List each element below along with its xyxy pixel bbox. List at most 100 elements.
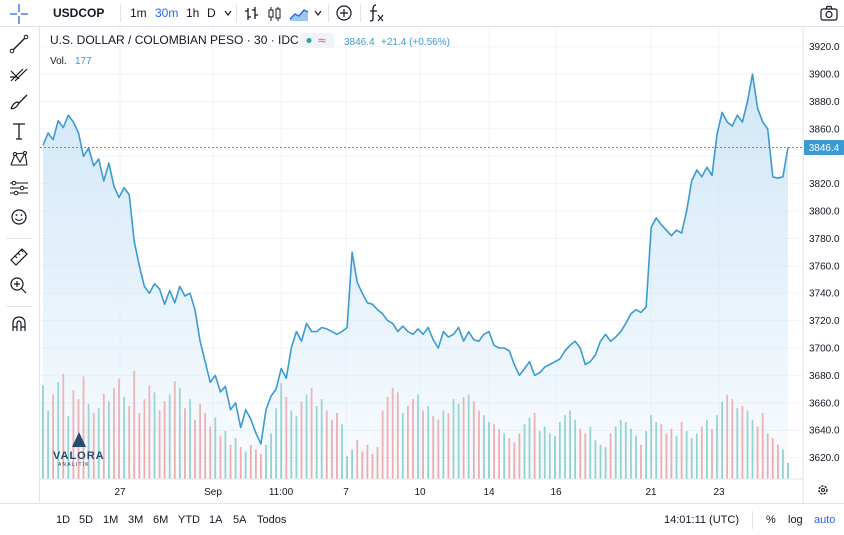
zoom-in-icon — [10, 277, 27, 294]
separator — [752, 511, 753, 529]
bottom-toolbar: 1D 5D 1M 3M 6M YTD 1A 5A Todos 14:01:11 … — [0, 503, 844, 535]
auto-toggle[interactable]: auto — [814, 514, 836, 526]
y-tick-label: 3900.0 — [809, 70, 840, 81]
price-line — [42, 73, 789, 445]
x-tick-label: 11:00 — [269, 487, 294, 498]
legend-change: +21.4 (+0.56%) — [381, 37, 450, 48]
chevron-down-icon[interactable] — [223, 8, 233, 18]
measure-tool[interactable] — [7, 245, 31, 267]
pattern-icon — [10, 151, 28, 166]
separator — [360, 4, 361, 22]
separator — [120, 4, 121, 22]
crosshair-icon — [10, 4, 28, 24]
wave-icon: ≈ — [317, 34, 326, 47]
range-ytd[interactable]: YTD — [178, 514, 200, 526]
crosshair-tool[interactable] — [7, 3, 31, 25]
log-toggle[interactable]: log — [788, 514, 803, 526]
settings-gear[interactable] — [818, 485, 828, 495]
y-tick-label: 3740.0 — [809, 289, 840, 300]
top-toolbar: USDCOP 1m 30m 1h D — [0, 0, 844, 27]
zoom-tool[interactable] — [7, 274, 31, 296]
icons-tool[interactable] — [7, 206, 31, 228]
separator — [236, 4, 237, 22]
y-tick-label: 3620.0 — [809, 453, 840, 464]
brush-tool[interactable] — [7, 91, 31, 113]
y-tick-label: 3700.0 — [809, 344, 840, 355]
watermark-logo: VALORA ANALITIK — [53, 432, 105, 468]
range-1m[interactable]: 1M — [103, 514, 119, 526]
x-tick-label: 7 — [343, 487, 349, 498]
magnet-icon — [12, 316, 26, 331]
chart-legend: U.S. DOLLAR / COLOMBIAN PESO · 30 · IDC … — [50, 33, 450, 67]
toolbar-divider — [6, 238, 32, 239]
price-axis: 3620.0 3640.0 3660.0 3680.0 3700.0 3720.0 3740… — [809, 42, 840, 464]
ruler-icon — [10, 248, 28, 266]
range-6m[interactable]: 6M — [153, 514, 169, 526]
y-tick-label: 3920.0 — [809, 42, 840, 53]
y-tick-label: 3720.0 — [809, 316, 840, 327]
text-tool[interactable] — [7, 120, 31, 142]
y-tick-label: 3660.0 — [809, 398, 840, 409]
clock[interactable]: 14:01:11 (UTC) — [664, 514, 739, 526]
x-tick-label: 16 — [550, 487, 562, 498]
range-todos[interactable]: Todos — [257, 514, 287, 526]
candle-style-icon[interactable] — [266, 5, 284, 23]
y-tick-label: 3880.0 — [809, 97, 840, 108]
watermark-brand: VALORA — [53, 450, 105, 462]
x-tick-label: 27 — [114, 487, 126, 498]
symbol-search[interactable]: USDCOP — [53, 6, 105, 20]
legend-title: U.S. DOLLAR / COLOMBIAN PESO · 30 · IDC — [50, 33, 299, 47]
interval-d[interactable]: D — [207, 6, 216, 20]
bar-style-icon[interactable] — [243, 5, 261, 23]
y-tick-label: 3860.0 — [809, 124, 840, 135]
x-tick-label: 14 — [483, 487, 495, 498]
magnet-tool[interactable] — [7, 313, 31, 335]
y-tick-label: 3800.0 — [809, 207, 840, 218]
pitchfork-tool[interactable] — [7, 63, 31, 85]
volume-value: 177 — [75, 56, 92, 67]
range-3m[interactable]: 3M — [128, 514, 144, 526]
range-1a[interactable]: 1A — [209, 514, 223, 526]
interval-30m[interactable]: 30m — [155, 6, 179, 20]
camera-icon[interactable] — [819, 4, 839, 22]
separator — [328, 4, 329, 22]
prediction-tool[interactable] — [7, 177, 31, 199]
range-5a[interactable]: 5A — [233, 514, 247, 526]
x-tick-label: 10 — [414, 487, 426, 498]
area-style-icon[interactable] — [289, 5, 309, 23]
price-area — [43, 74, 788, 479]
y-tick-label: 3640.0 — [809, 426, 840, 437]
trend-line-icon — [9, 34, 29, 54]
interval-1h[interactable]: 1h — [186, 6, 200, 20]
y-tick-label: 3680.0 — [809, 371, 840, 382]
time-axis: 27 Sep 11:00 7 10 14 16 21 23 — [114, 487, 725, 498]
indicators-fx-icon[interactable] — [367, 3, 385, 23]
legend-badge[interactable]: ≈ — [300, 33, 334, 48]
percent-toggle[interactable]: % — [766, 514, 776, 526]
trend-line-tool[interactable] — [7, 33, 31, 55]
y-tick-label: 3820.0 — [809, 179, 840, 190]
range-1d[interactable]: 1D — [56, 514, 71, 526]
volume-label: Vol. — [50, 56, 67, 67]
prediction-icon — [10, 180, 28, 196]
text-icon — [13, 123, 25, 140]
x-tick-label: Sep — [204, 487, 222, 498]
toolbar-divider — [6, 306, 32, 307]
pitchfork-icon — [10, 68, 28, 82]
legend-price: 3846.4 — [344, 37, 375, 48]
smiley-icon — [11, 209, 27, 225]
y-tick-label: 3780.0 — [809, 234, 840, 245]
drawing-toolbar — [0, 4, 40, 502]
compare-add-icon[interactable] — [335, 4, 353, 22]
range-5d[interactable]: 5D — [79, 514, 94, 526]
x-tick-label: 21 — [645, 487, 657, 498]
interval-1m[interactable]: 1m — [130, 6, 147, 20]
gear-icon — [818, 485, 828, 495]
y-tick-label: 3760.0 — [809, 261, 840, 272]
watermark-sub: ANALITIK — [58, 462, 90, 468]
last-price-tag: 3846.4 — [804, 140, 844, 156]
price-tag-bg — [804, 140, 844, 156]
pattern-tool[interactable] — [7, 148, 31, 170]
chevron-down-icon[interactable] — [313, 8, 323, 18]
